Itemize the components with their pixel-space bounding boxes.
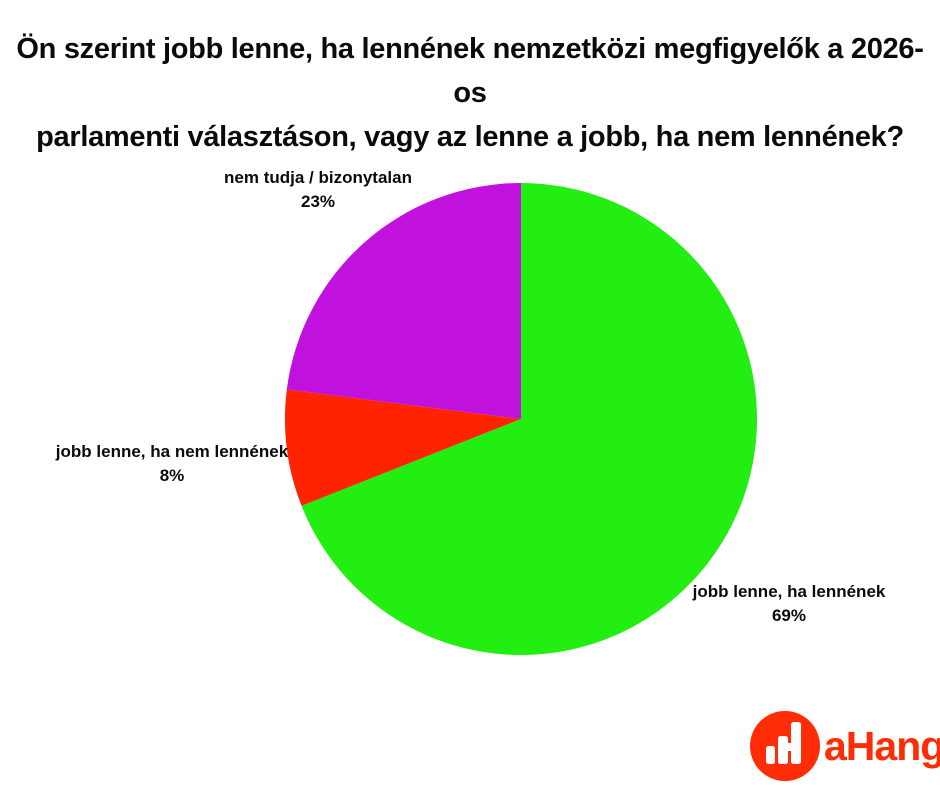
- chart-title-line2: parlamenti választáson, vagy az lenne a …: [36, 121, 904, 153]
- pie-label-text: jobb lenne, ha nem lennének: [55, 442, 289, 461]
- bar-chart-circle-icon: [750, 711, 820, 781]
- pie-slice-1: [284, 389, 521, 506]
- pie-slice-2: [286, 183, 521, 419]
- pie-label-nem-tudja: nem tudja / bizonytalan 23%: [224, 166, 412, 214]
- pie-label-nem-lennenek: jobb lenne, ha nem lennének 8%: [56, 440, 288, 488]
- ahang-logo: aHang: [750, 708, 940, 784]
- pie-slice-0: [301, 183, 757, 655]
- chart-title: Ön szerint jobb lenne, ha lennének nemze…: [0, 27, 940, 159]
- chart-title-line1: Ön szerint jobb lenne, ha lennének nemze…: [16, 33, 924, 109]
- pie-label-percent: 69%: [771, 606, 807, 625]
- pie-label-lennenek: jobb lenne, ha lennének 69%: [693, 580, 886, 628]
- logo-bar-medium: [778, 736, 788, 764]
- logo-bar-short: [766, 746, 775, 764]
- logo-wordmark: aHang: [824, 723, 940, 769]
- pie-label-percent: 8%: [159, 466, 185, 485]
- logo-bar-tall: [791, 722, 801, 764]
- pie-label-percent: 23%: [300, 192, 336, 211]
- logo-bar-bridge: [784, 743, 794, 751]
- pie-label-text: jobb lenne, ha lennének: [692, 582, 886, 601]
- pie-label-text: nem tudja / bizonytalan: [224, 168, 412, 187]
